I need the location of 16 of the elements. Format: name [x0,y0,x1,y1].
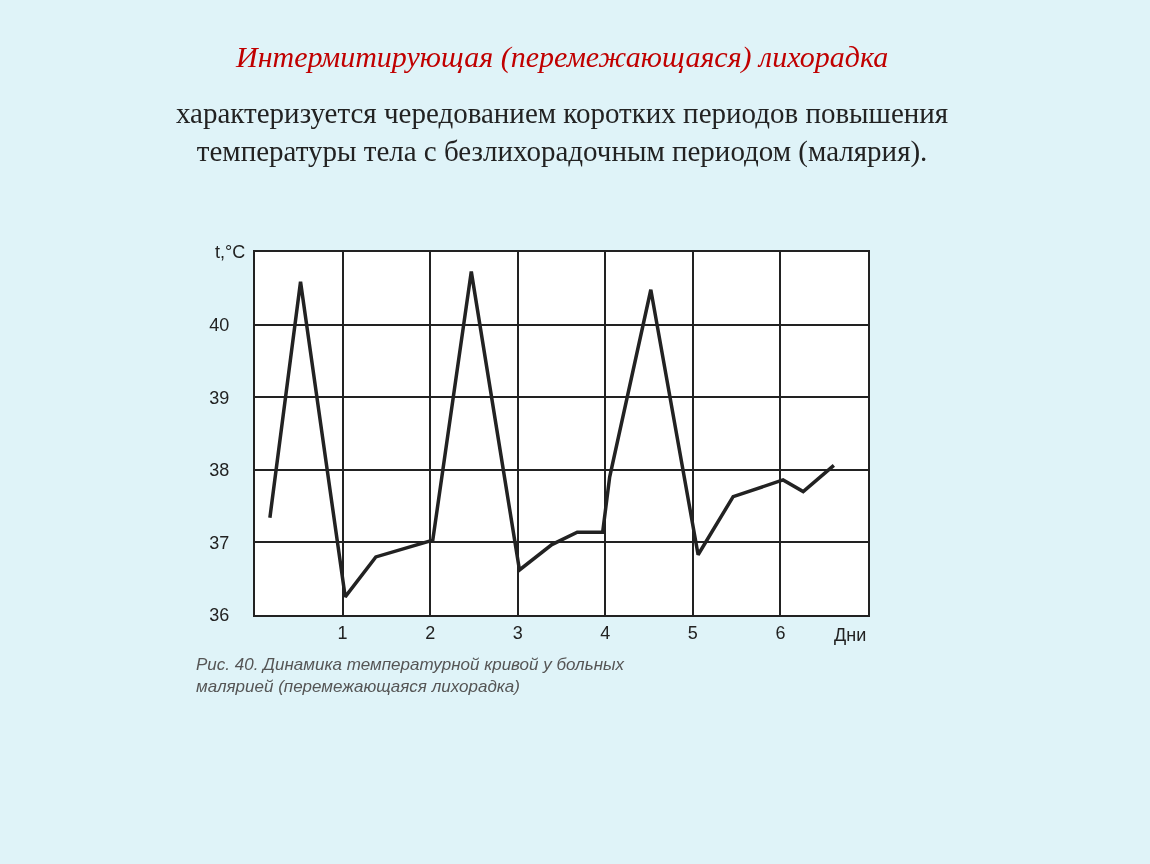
x-tick-label: 5 [687,622,698,643]
y-tick-label: 37 [209,532,230,553]
chart-title: Интермитирующая (перемежающаяся) лихорадка [235,40,889,74]
y-tick-label: 39 [209,387,230,408]
x-axis-title: Дни [834,625,867,645]
x-tick-label: 4 [600,622,611,643]
text: Рис. 40. Динамика температурной кривой у больных малярией (перемежающаяся лихорадка) [196,655,625,697]
x-tick-label: 1 [337,622,348,643]
y-tick-label: 38 [209,460,230,481]
x-tick-label: 2 [425,622,436,643]
y-tick-label: 36 [209,605,230,626]
y-axis-title: t,°C [215,242,246,262]
x-tick-label: 3 [512,622,523,643]
x-tick-label: 6 [775,622,786,643]
y-tick-label: 40 [209,314,230,335]
chart-subtitle: характеризуется чередованием коротких периодов повышения температуры тела с безлихорадочным периодом (малярия). [176,97,949,168]
